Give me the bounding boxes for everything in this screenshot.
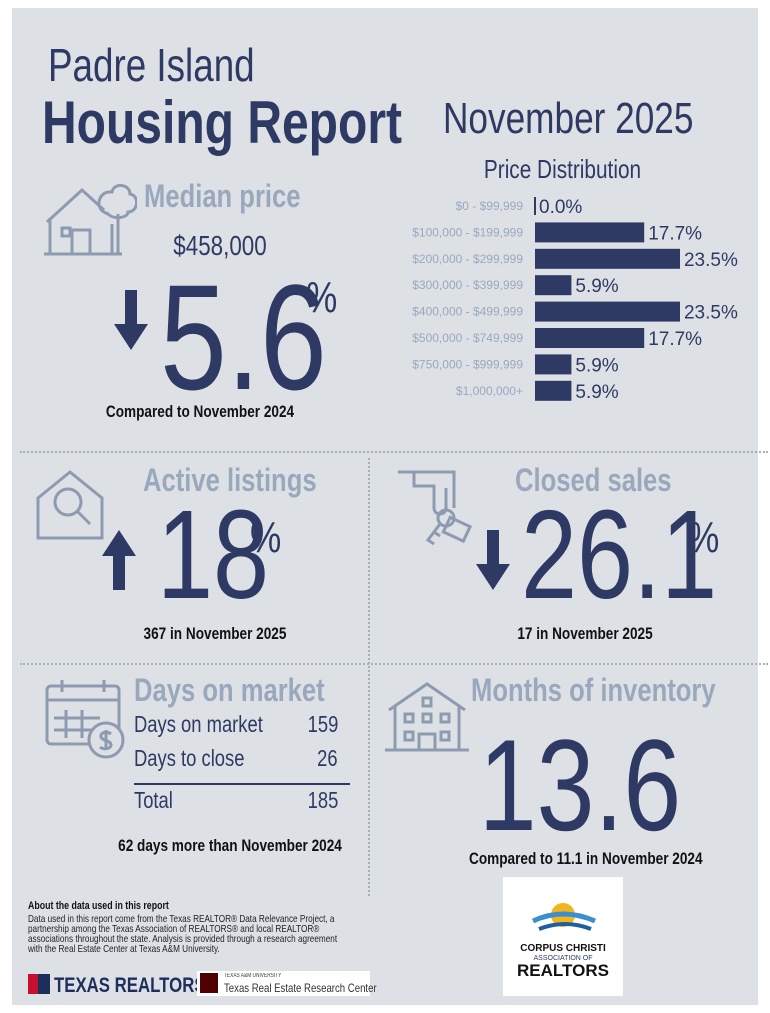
days-note: 62 days more than November 2024 <box>118 836 342 855</box>
days-label: Days on market <box>134 672 325 708</box>
dist-category: $200,000 - $299,999 <box>412 252 523 266</box>
inventory-label: Months of inventory <box>471 672 716 708</box>
bar <box>535 222 645 243</box>
panel <box>12 8 758 1005</box>
bar <box>535 328 645 348</box>
total-rule <box>134 783 350 785</box>
about-line: Data used in this report come from the T… <box>28 913 335 925</box>
dist-category: $400,000 - $499,999 <box>412 305 523 319</box>
median-change: 5.6 <box>160 253 327 421</box>
dist-value-label: 17.7% <box>648 329 702 350</box>
active-note: 367 in November 2025 <box>143 624 287 643</box>
bar <box>535 380 572 401</box>
dist-value-label: 23.5% <box>684 303 738 324</box>
logo-texas-realtors: TEXAS REALTORS <box>54 974 206 997</box>
total-value: 185 <box>307 787 338 813</box>
about-title: About the data used in this report <box>28 900 169 912</box>
ccar-sun <box>531 903 597 931</box>
days-row-value: 159 <box>307 711 338 737</box>
tamu-name: Texas Real Estate Research Center <box>224 981 377 995</box>
ccar-line1: CORPUS CHRISTI <box>520 943 606 954</box>
dist-value-label: 0.0% <box>539 197 582 218</box>
building-icon <box>385 682 469 752</box>
median-price: $458,000 <box>173 230 267 261</box>
location: Padre Island <box>48 39 255 91</box>
closed-unit: % <box>688 513 720 562</box>
ccar-line2: ASSOCIATION OF <box>533 955 593 962</box>
dist-value-label: 23.5% <box>684 250 738 271</box>
median-unit: % <box>306 273 338 322</box>
up-arrow <box>102 530 136 590</box>
median-label: Median price <box>144 178 301 214</box>
median-note: Compared to November 2024 <box>105 402 295 421</box>
ccar-line3: REALTORS <box>517 961 609 980</box>
active-label: Active listings <box>143 462 317 498</box>
total-label: Total <box>134 787 173 813</box>
bar <box>535 354 572 375</box>
dist-category: $0 - $99,999 <box>456 199 524 213</box>
dist-category: $1,000,000+ <box>456 384 523 398</box>
inventory-value: 13.6 <box>478 712 682 858</box>
report-title: Housing Report <box>42 89 402 156</box>
days-row-label: Days to close <box>134 745 245 771</box>
dist-category: $300,000 - $399,999 <box>412 278 523 292</box>
dist-value-label: 5.9% <box>575 276 618 297</box>
about-line: associations throughout the state. Analy… <box>28 933 338 945</box>
dist-value-label: 17.7% <box>648 223 702 244</box>
about-line: with the Real Estate Center at Texas A&M… <box>28 943 220 955</box>
down-arrow <box>114 290 148 350</box>
dist-value-label: 5.9% <box>575 382 618 403</box>
divider <box>368 458 370 896</box>
key-icon <box>398 470 473 546</box>
dist-category: $100,000 - $199,999 <box>412 225 523 239</box>
dist-category: $500,000 - $749,999 <box>412 331 523 345</box>
closed-change: 26.1 <box>521 484 718 625</box>
down-arrow <box>476 530 510 590</box>
days-row-label: Days on market <box>134 711 263 737</box>
days-row-value: 26 <box>317 745 338 771</box>
tamu-small: TEXAS A&M UNIVERSITY <box>224 973 282 979</box>
price-distribution-chart: $0 - $99,999 0.0% $100,000 - $199,999 17.7%… <box>412 197 738 403</box>
closed-note: 17 in November 2025 <box>517 624 653 643</box>
divider <box>20 451 768 453</box>
dist-title: Price Distribution <box>483 154 642 184</box>
about-line: partnership among the Texas Association … <box>28 923 320 935</box>
search-house-icon <box>36 470 104 540</box>
tamu-logo <box>197 971 370 996</box>
bar <box>535 301 680 322</box>
period: November 2025 <box>443 94 694 143</box>
dist-category: $750,000 - $999,999 <box>412 357 523 371</box>
inventory-note: Compared to 11.1 in November 2024 <box>469 849 703 868</box>
ccar-logo <box>503 877 623 996</box>
logo-mark <box>28 974 50 994</box>
bar <box>535 275 572 296</box>
divider <box>20 663 768 665</box>
active-change: 18 <box>157 484 270 625</box>
closed-label: Closed sales <box>515 462 672 498</box>
bar <box>535 248 680 269</box>
active-unit: % <box>250 513 282 562</box>
dist-value-label: 5.9% <box>575 355 618 376</box>
house-icon <box>44 184 137 256</box>
calendar-icon <box>45 680 125 759</box>
